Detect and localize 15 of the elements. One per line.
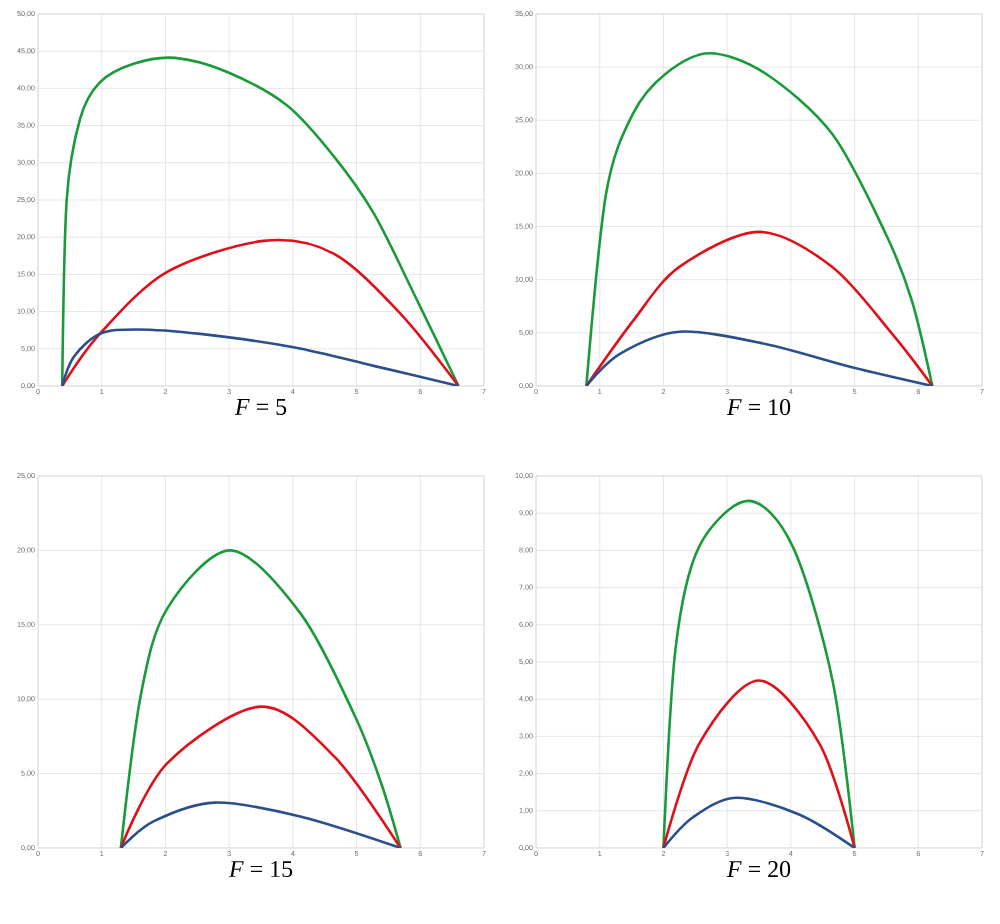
- line-series: [60, 328, 460, 386]
- line-series: [60, 56, 460, 386]
- line-series: [662, 499, 856, 848]
- text: F = 20: [726, 861, 791, 878]
- text: F = 5: [234, 399, 287, 415]
- line-series: [60, 238, 460, 386]
- line-series: [119, 705, 402, 848]
- line-series: [585, 52, 934, 386]
- line-series: [585, 230, 934, 386]
- text: F = 15: [228, 861, 293, 878]
- line-series: [585, 330, 934, 386]
- line-series: [662, 796, 856, 848]
- line-series: [119, 801, 402, 848]
- line-series: [119, 549, 402, 848]
- text: F = 10: [726, 399, 791, 416]
